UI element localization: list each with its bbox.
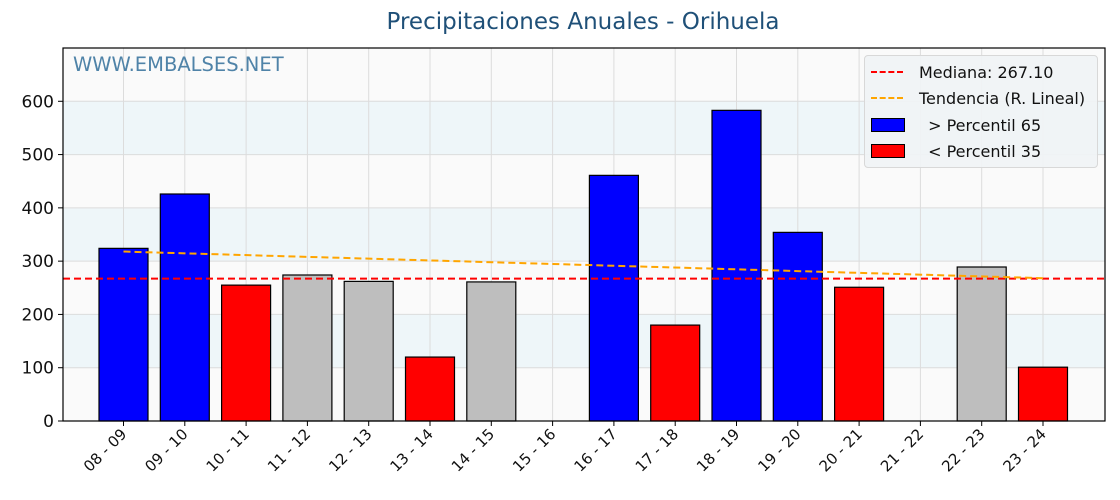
axes-frame	[62, 47, 1106, 422]
x-tick-label: 08 - 09	[80, 425, 130, 475]
legend-label-trend: Tendencia (R. Lineal)	[919, 88, 1086, 108]
legend-label-median: Mediana: 267.10	[919, 62, 1054, 82]
watermark: WWW.EMBALSES.NET	[73, 53, 284, 76]
x-tick-label: 23 - 24	[1000, 425, 1050, 475]
legend-label-below: < Percentil 35	[923, 141, 1042, 161]
bar-20-21	[833, 286, 885, 422]
x-tick-label: 09 - 10	[141, 425, 191, 475]
x-tick-label: 11 - 12	[264, 425, 314, 475]
x-tick-label: 22 - 23	[938, 425, 988, 475]
y-tick-label: 400	[22, 199, 54, 219]
bar-16-17	[588, 174, 640, 422]
y-tick-label: 0	[43, 412, 54, 432]
blue-swatch-icon	[871, 118, 905, 132]
y-tick-label: 100	[22, 359, 54, 379]
legend-label-above: > Percentil 65	[923, 115, 1042, 135]
y-tick-label: 200	[22, 305, 54, 325]
x-tick-label: 18 - 19	[693, 425, 743, 475]
x-tick-label: 15 - 16	[509, 425, 559, 475]
legend: Mediana: 267.10 Tendencia (R. Lineal) > …	[864, 55, 1098, 168]
bar-19-20	[772, 231, 823, 422]
x-tick-label: 14 - 15	[448, 425, 498, 475]
legend-item-below: < Percentil 35	[865, 140, 1041, 162]
bar-12-13	[343, 280, 394, 422]
x-tick-label: 10 - 11	[203, 425, 253, 475]
legend-item-above: > Percentil 65	[865, 114, 1041, 136]
bar-13-14	[404, 356, 456, 422]
bar-10-11	[221, 284, 272, 422]
y-tick-label: 500	[22, 146, 54, 166]
x-tick-label: 13 - 14	[387, 425, 437, 475]
legend-item-median: Mediana: 267.10	[865, 61, 1053, 83]
x-tick-label: 16 - 17	[570, 425, 620, 475]
x-tick-label: 20 - 21	[816, 425, 866, 475]
red-swatch-icon	[871, 144, 905, 158]
chart-title: Precipitaciones Anuales - Orihuela	[386, 9, 780, 35]
bar-09-10	[159, 193, 210, 422]
legend-item-trend: Tendencia (R. Lineal)	[865, 87, 1085, 109]
grid-band	[63, 314, 1105, 368]
bar-08-09	[98, 247, 149, 422]
x-tick-label: 19 - 20	[754, 425, 804, 475]
x-tick-label: 12 - 13	[325, 425, 375, 475]
grid-band	[63, 207, 1105, 262]
median-line-icon	[871, 71, 903, 73]
y-tick-label: 600	[22, 92, 54, 112]
x-tick-label: 21 - 22	[877, 425, 927, 475]
bar-23-24	[1017, 366, 1069, 422]
trend-line-icon	[871, 97, 903, 99]
bar-22-23	[956, 266, 1007, 422]
y-tick-label: 300	[22, 252, 54, 272]
bar-11-12	[282, 274, 333, 422]
bar-17-18	[650, 324, 701, 422]
bar-14-15	[466, 281, 517, 422]
x-tick-label: 17 - 18	[632, 425, 682, 475]
bar-18-19	[711, 109, 762, 422]
